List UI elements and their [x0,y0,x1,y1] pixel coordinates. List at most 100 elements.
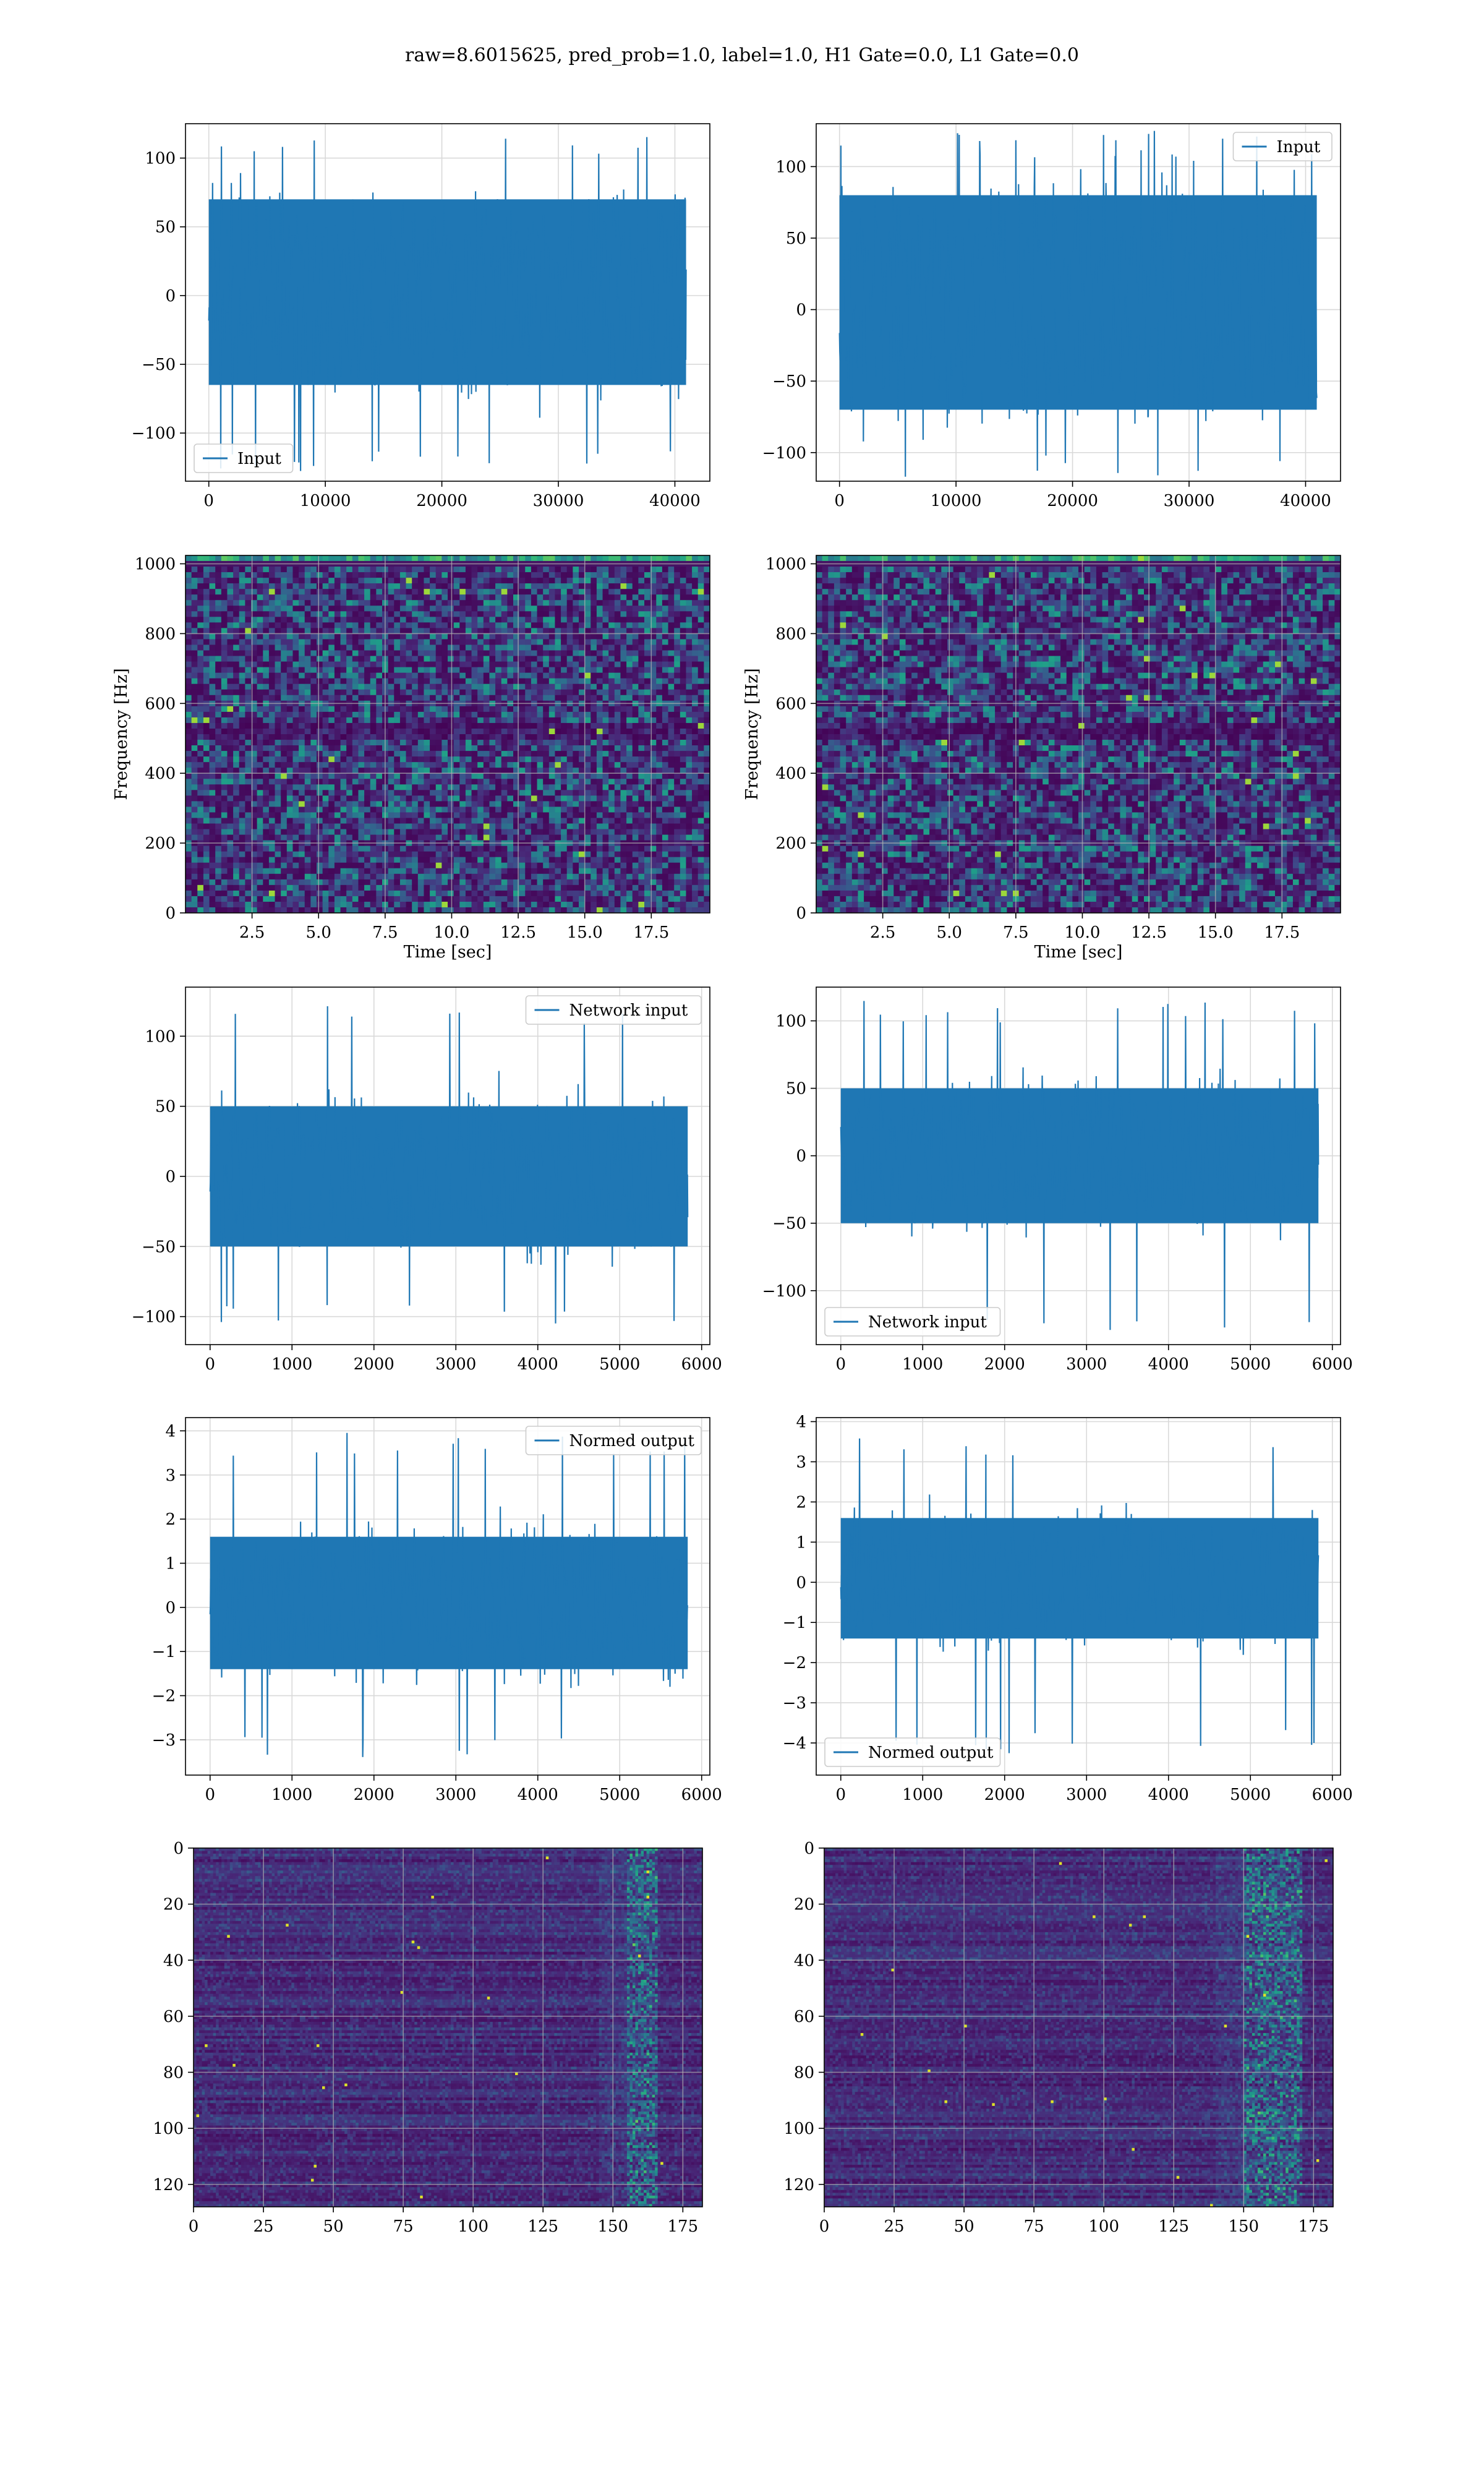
h1-spectrogram-xtick-label: 5.0 [306,923,331,942]
l1-spectrogram-chart: 2.5 5.0 7.5 10.0 12.5 15.0 17.5 0 200 400 600 800 10… [743,555,1341,962]
l1-spectrogram-ylabel: Frequency [Hz] [743,668,762,800]
h1-raw-strain-xtick-label: 20000 [416,492,467,510]
h1-feature-map-xtick-label: 125 [527,2217,558,2236]
l1-feature-map-xtick-label: 25 [884,2217,905,2236]
l1-network-input-xtick-label: 0 [835,1355,846,1374]
l1-raw-strain-xtick-label: 20000 [1047,492,1098,510]
l1-network-input-legend-label: Network input [868,1313,987,1332]
l1-normed-output-xtick-label: 1000 [902,1786,943,1804]
l1-network-input-series-line [840,1001,1320,1330]
h1-spectrogram-ytick-label: 800 [145,625,176,643]
h1-normed-output-axes-frame [185,1417,710,1776]
l1-normed-output-ytick-label: −4 [783,1734,806,1753]
l1-normed-output-xtick-label: 4000 [1148,1786,1189,1804]
l1-network-input-ytick-label: 0 [796,1147,806,1166]
l1-feature-map-xtick-label: 175 [1298,2217,1329,2236]
h1-feature-map-xtick-label: 50 [323,2217,344,2236]
l1-feature-map-xtick-label: 0 [819,2217,830,2236]
h1-feature-map-xtick-label: 25 [254,2217,274,2236]
l1-feature-map-xtick-label: 50 [954,2217,974,2236]
h1-normed-output-chart: 0 1000 2000 3000 4000 5000 6000 −3 −2 −1 0 1 2 3 4 Norm… [152,1417,722,1804]
l1-spectrogram-xtick-label: 12.5 [1131,923,1167,942]
h1-spectrogram-xtick-label: 12.5 [500,923,536,942]
figure-suptitle: raw=8.6015625, pred_prob=1.0, label=1.0,… [0,45,1484,66]
l1-network-input-axes-frame [816,987,1341,1345]
l1-raw-strain-ytick-label: −50 [772,372,806,391]
h1-network-input-ytick-label: −100 [132,1308,176,1327]
h1-network-input-xtick-label: 5000 [599,1355,640,1374]
l1-spectrogram-ytick-label: 800 [775,625,806,643]
h1-network-input-xtick-label: 0 [205,1355,215,1374]
h1-normed-output-series-line [209,1432,689,1757]
l1-normed-output-ytick-label: 1 [796,1533,806,1552]
h1-normed-output-ytick-label: −2 [152,1687,176,1706]
h1-raw-strain-series-line [208,137,687,471]
h1-network-input-axes-frame [185,987,710,1345]
l1-spectrogram-grid [816,555,1341,914]
h1-normed-output-ytick-label: 0 [165,1599,176,1617]
l1-normed-output-ytick-label: 4 [796,1413,806,1431]
l1-raw-strain-xtick-label: 30000 [1164,492,1215,510]
l1-normed-output-series-line [840,1438,1320,1753]
l1-normed-output-ytick-label: 2 [796,1493,806,1512]
h1-spectrogram-grid [186,555,710,914]
l1-spectrogram-axes-frame [816,555,1341,914]
h1-normed-output-legend: Normed output [525,1426,702,1455]
h1-normed-output-xtick-label: 2000 [354,1786,394,1804]
l1-raw-strain-xtick-label: 0 [834,492,845,510]
l1-feature-map-ytick-label: 80 [794,2064,814,2082]
h1-feature-map-chart: 0 25 50 75 100 125 150 175 0 20 40 60 80 100 120 [153,1839,703,2236]
h1-spectrogram-xtick-label: 15.0 [567,923,603,942]
l1-network-input-xtick-label: 5000 [1230,1355,1271,1374]
l1-raw-strain-chart: 0 10000 20000 30000 40000 −100 −50 0 50 100 Input [762,123,1341,510]
h1-raw-strain-xtick-label: 40000 [649,492,701,510]
l1-normed-output-ytick-label: −1 [783,1614,806,1632]
h1-spectrogram-xtick-label: 10.0 [434,923,470,942]
l1-spectrogram-ytick-label: 400 [775,764,806,783]
h1-normed-output-xtick-label: 6000 [681,1786,722,1804]
l1-raw-strain-xtick-label: 40000 [1280,492,1331,510]
h1-spectrogram-xtick-label: 2.5 [239,923,265,942]
h1-feature-map-ytick-label: 100 [153,2120,184,2138]
l1-spectrogram-xlabel: Time [sec] [1034,943,1123,962]
l1-feature-map-grid [824,1847,1333,2207]
l1-network-input-legend: Network input [824,1307,1001,1337]
h1-feature-map-xtick-label: 75 [393,2217,414,2236]
l1-network-input-xtick-label: 1000 [902,1355,943,1374]
l1-feature-map-cells [824,1848,1333,2207]
l1-feature-map-ytick-label: 20 [794,1896,814,1914]
h1-spectrogram-xlabel: Time [sec] [404,943,492,962]
h1-feature-map-xtick-label: 150 [597,2217,628,2236]
l1-raw-strain-ytick-label: 100 [775,158,806,176]
h1-raw-strain-chart: 0 10000 20000 30000 40000 −100 −50 0 50 100 Input [132,123,710,510]
h1-raw-strain-xtick-label: 0 [203,492,214,510]
h1-network-input-series-line [209,1006,689,1324]
l1-raw-strain-legend: Input [1232,132,1333,161]
h1-spectrogram-cells [186,555,710,913]
l1-raw-strain-series-line [838,131,1318,477]
l1-normed-output-xtick-label: 5000 [1230,1786,1271,1804]
l1-feature-map-ytick-label: 100 [783,2120,814,2138]
h1-raw-strain-ytick-label: −50 [142,356,176,374]
h1-network-input-legend-label: Network input [569,1001,688,1020]
l1-raw-strain-ytick-label: −100 [762,444,806,463]
h1-normed-output-ytick-label: 4 [165,1422,176,1440]
h1-feature-map-ytick-label: 20 [163,1896,184,1914]
h1-feature-map-ytick-label: 0 [173,1839,184,1858]
h1-network-input-xtick-label: 1000 [271,1355,312,1374]
h1-feature-map-ytick-label: 60 [163,2008,184,2026]
l1-spectrogram-xtick-label: 10.0 [1065,923,1101,942]
h1-network-input-xtick-label: 3000 [435,1355,476,1374]
l1-feature-map-axes-frame [824,1847,1334,2207]
h1-normed-output-ytick-label: −1 [152,1643,176,1661]
l1-raw-strain-legend-label: Input [1277,138,1321,156]
l1-network-input-xtick-label: 6000 [1312,1355,1353,1374]
l1-raw-strain-ytick-label: 50 [786,229,806,248]
h1-normed-output-legend-label: Normed output [569,1432,695,1450]
h1-network-input-ytick-label: −50 [142,1238,176,1256]
h1-raw-strain-ytick-label: 0 [165,287,176,306]
l1-spectrogram-xtick-label: 17.5 [1264,923,1300,942]
l1-spectrogram-ytick-label: 200 [775,834,806,853]
h1-network-input-ytick-label: 0 [165,1168,176,1186]
